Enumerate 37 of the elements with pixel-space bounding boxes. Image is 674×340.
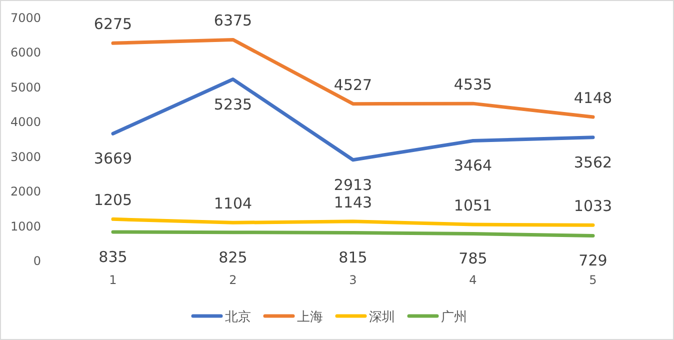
data-label: 2913 (334, 176, 372, 194)
y-tick-label: 1000 (10, 219, 41, 234)
x-tick-label: 3 (349, 273, 357, 287)
data-label: 835 (98, 248, 128, 266)
x-tick-label: 2 (229, 273, 237, 287)
data-label: 785 (458, 250, 488, 268)
x-tick-label: 4 (469, 273, 477, 287)
data-label: 3464 (454, 156, 492, 175)
y-tick-label: 0 (33, 254, 41, 268)
y-tick-label: 6000 (10, 46, 41, 60)
x-tick-label: 1 (109, 273, 117, 287)
y-tick-label: 3000 (10, 150, 41, 164)
data-label: 6275 (94, 15, 132, 34)
y-tick-label: 7000 (10, 11, 41, 25)
y-tick-label: 4000 (10, 115, 41, 130)
data-label: 729 (578, 252, 608, 270)
data-label: 1143 (334, 193, 372, 212)
data-label: 4148 (574, 89, 612, 108)
data-label: 4535 (454, 76, 492, 94)
data-label: 5235 (214, 95, 252, 114)
legend-label: 北京 (225, 310, 251, 325)
data-label: 3669 (94, 150, 132, 168)
legend-label: 广州 (441, 310, 467, 325)
y-tick-label: 5000 (10, 80, 41, 94)
data-label: 825 (218, 248, 248, 266)
legend-label: 深圳 (369, 310, 395, 325)
data-label: 6375 (214, 12, 252, 30)
data-label: 815 (338, 248, 368, 267)
data-label: 3562 (574, 153, 612, 172)
data-label: 1033 (574, 197, 612, 216)
data-label: 4527 (334, 76, 372, 94)
data-label: 1104 (214, 194, 252, 213)
x-tick-label: 5 (589, 273, 597, 287)
legend-label: 上海 (297, 310, 323, 325)
y-tick-label: 2000 (10, 184, 41, 199)
data-label: 1051 (454, 196, 492, 215)
data-label: 1205 (94, 191, 132, 210)
